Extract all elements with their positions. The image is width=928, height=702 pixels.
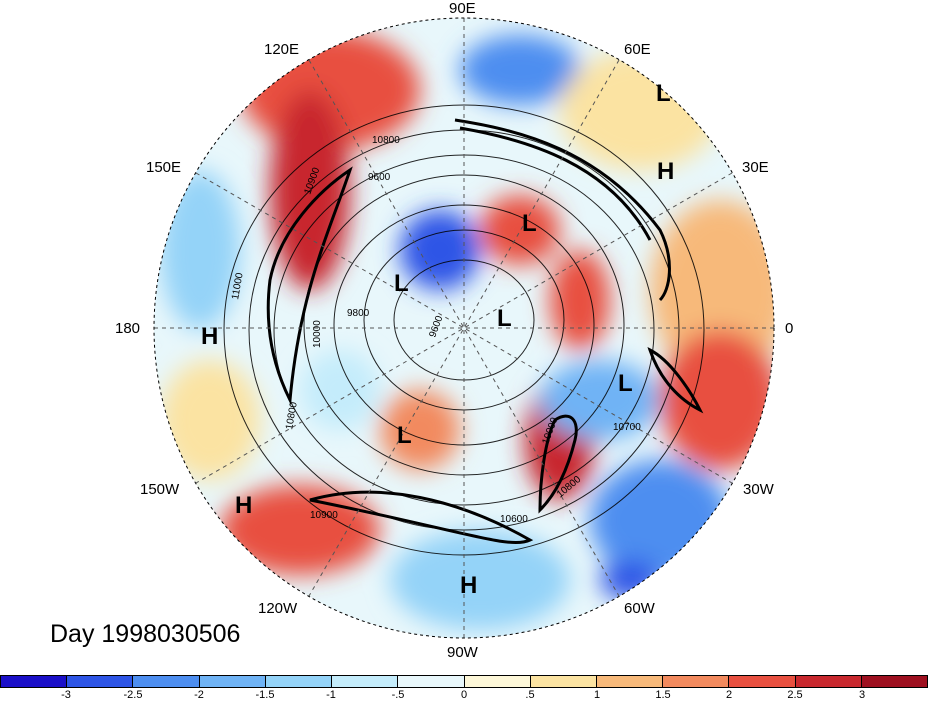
date-label: Day 1998030506: [50, 620, 241, 648]
colorbar: [0, 675, 928, 688]
colorbar-swatch: [265, 676, 333, 687]
colorbar-tick: 2: [725, 689, 733, 701]
lon-label-120e: 120E: [264, 41, 300, 58]
contour-label: 10700: [613, 422, 641, 433]
colorbar-tick: 1: [593, 689, 601, 701]
colorbar-swatch: [795, 676, 862, 687]
high-pressure-center: H: [460, 572, 478, 599]
high-pressure-center: H: [201, 323, 219, 350]
colorbar-swatch: [398, 676, 465, 687]
colorbar-swatch: [199, 676, 266, 687]
low-pressure-center: L: [397, 422, 412, 449]
lon-label-30e: 30E: [742, 159, 769, 176]
lon-label-180: 180: [115, 320, 141, 337]
colorbar-tick: -3: [61, 689, 71, 701]
contour-label: 9600: [368, 172, 391, 183]
colorbar-tick: 3: [858, 689, 866, 701]
low-pressure-center: L: [394, 270, 409, 297]
colorbar-swatch: [530, 676, 597, 687]
contour-label: 10800: [284, 401, 300, 431]
lon-label-60w: 60W: [624, 600, 655, 617]
lon-label-60e: 60E: [624, 41, 651, 58]
colorbar-swatch: [133, 676, 200, 687]
colorbar-swatch: [67, 676, 134, 687]
lon-label-90e: 90E: [449, 0, 476, 17]
high-pressure-center: H: [657, 158, 675, 185]
lon-label-0: 0: [785, 320, 794, 337]
contour-label: 10800: [372, 135, 400, 146]
lon-label-30w: 30W: [743, 481, 774, 498]
colorbar-swatch: [729, 676, 796, 687]
graticule: [154, 18, 774, 638]
colorbar-tick: -.5: [391, 689, 405, 701]
contour-label: 10600: [500, 514, 528, 525]
colorbar-tick: -2.5: [123, 689, 143, 701]
contour-label: 10900: [310, 510, 338, 521]
colorbar-tick: 0: [460, 689, 468, 701]
lon-label-90w: 90W: [447, 644, 478, 661]
lon-label-150e: 150E: [146, 159, 182, 176]
colorbar-tick: -1.5: [255, 689, 275, 701]
colorbar-tick: -2: [194, 689, 204, 701]
low-pressure-center: L: [522, 210, 537, 237]
colorbar-tick: 2.5: [787, 689, 803, 701]
contour-label: 10000: [312, 320, 323, 348]
low-pressure-center: L: [656, 80, 671, 107]
lon-label-150w: 150W: [140, 481, 180, 498]
colorbar-tick: .5: [525, 689, 535, 701]
colorbar-swatch: [596, 676, 664, 687]
colorbar-swatch: [663, 676, 730, 687]
high-pressure-center: H: [235, 492, 253, 519]
colorbar-swatch: [861, 676, 928, 687]
lon-label-120w: 120W: [258, 600, 298, 617]
colorbar-swatch: [332, 676, 399, 687]
jet-contours: [266, 118, 704, 545]
anomaly-field: [154, 18, 774, 638]
colorbar-tick: 1.5: [655, 689, 671, 701]
contour-label: 9800: [347, 308, 370, 319]
contour-label: 11000: [230, 272, 246, 301]
low-pressure-center: L: [618, 370, 633, 397]
colorbar-swatch: [1, 676, 68, 687]
globe-boundary: [153, 17, 775, 639]
low-pressure-center: L: [497, 305, 512, 332]
colorbar-swatch: [464, 676, 531, 687]
colorbar-tick: -1: [326, 689, 336, 701]
polar-stereographic-map: 10800 9600 10900 11000 10000 9800 9600 1…: [153, 17, 775, 639]
